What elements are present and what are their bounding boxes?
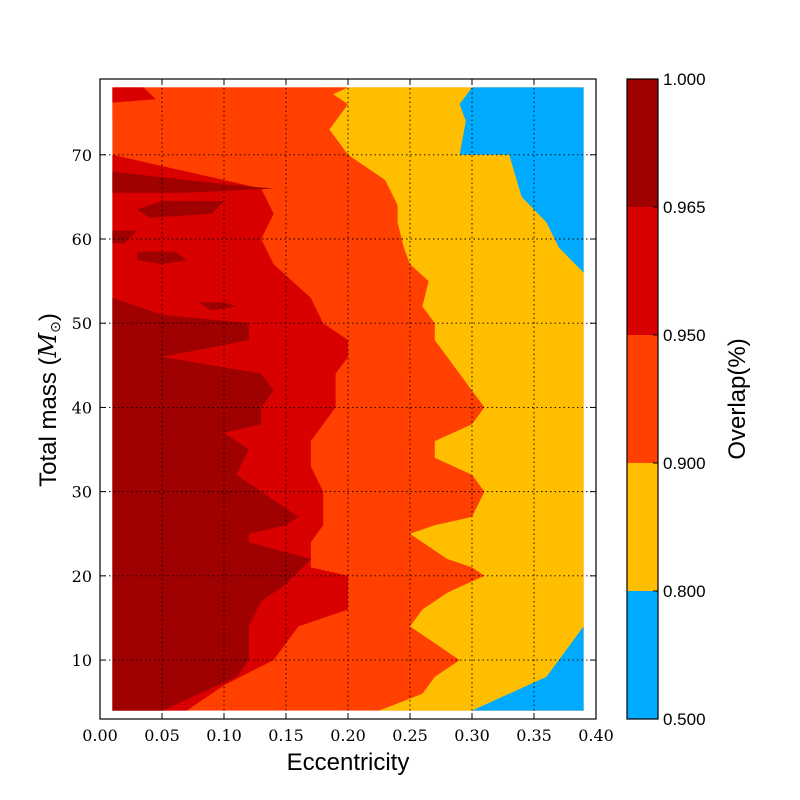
y-tick-label: 60 bbox=[72, 230, 92, 249]
colorbar-tick-label: 0.800 bbox=[663, 582, 706, 601]
y-tick-label: 70 bbox=[72, 146, 92, 165]
x-axis-ticks: 0.00 0.05 0.10 0.15 0.20 0.25 0.30 0.35 0.40 bbox=[82, 79, 614, 745]
colorbar-band-0.95-0.965 bbox=[627, 207, 658, 335]
x-tick-label: 0.15 bbox=[268, 726, 304, 745]
contour-region-dark-island-60 bbox=[112, 230, 138, 244]
x-tick-label: 0.40 bbox=[578, 726, 614, 745]
contour-region-0.965-1.000 bbox=[112, 297, 311, 711]
y-tick-label: 10 bbox=[72, 651, 92, 670]
colorbar-band-0.9-0.95 bbox=[627, 335, 658, 463]
y-axis-title-symbol: M bbox=[34, 331, 62, 358]
colorbar-band-0.965-1 bbox=[627, 79, 658, 207]
colorbar-tick-label: 1.000 bbox=[663, 70, 706, 89]
x-tick-label: 0.30 bbox=[454, 726, 490, 745]
y-tick-label: 30 bbox=[72, 483, 92, 502]
colorbar-tick-label: 0.900 bbox=[663, 454, 706, 473]
x-tick-label: 0.20 bbox=[330, 726, 366, 745]
x-tick-label: 0.10 bbox=[206, 726, 242, 745]
y-axis-title: Total mass (M⊙) bbox=[34, 313, 63, 487]
colorbar-tick-label: 0.950 bbox=[663, 326, 706, 345]
y-axis-title-text: Total mass ( bbox=[35, 357, 62, 486]
x-tick-label: 0.25 bbox=[392, 726, 428, 745]
colorbar-frame bbox=[626, 78, 659, 720]
contour-region-dark-island-58 bbox=[137, 251, 187, 265]
contour-region-0.800-0.900 bbox=[323, 87, 584, 711]
x-axis-title: Eccentricity bbox=[287, 749, 410, 776]
x-tick-label: 0.35 bbox=[516, 726, 552, 745]
contour-region-top-orange bbox=[112, 87, 349, 122]
y-tick-label: 50 bbox=[72, 314, 92, 333]
y-tick-label: 40 bbox=[72, 398, 92, 417]
contour-region-dark-island-63 bbox=[137, 201, 224, 218]
contour-region-dark-streak-67 bbox=[112, 171, 274, 193]
colorbar-band-0.8-0.9 bbox=[627, 463, 658, 591]
y-axis-title-close: ) bbox=[35, 313, 62, 321]
y-tick-label: 20 bbox=[72, 567, 92, 586]
contour-region-dark-island-52 bbox=[199, 302, 237, 311]
colorbar-tick-label: 0.500 bbox=[663, 710, 706, 729]
colorbar-band-0.5-0.8 bbox=[627, 591, 658, 719]
x-tick-label: 0.05 bbox=[144, 726, 180, 745]
colorbar-tick-label: 0.965 bbox=[663, 198, 706, 217]
colorbar: 0.500 0.800 0.900 0.950 0.965 1.000 bbox=[626, 70, 706, 729]
y-axis-ticks: 10 20 30 40 50 60 70 bbox=[72, 146, 596, 670]
y-axis-title-subscript: ⊙ bbox=[47, 321, 63, 333]
contour-region-top-red bbox=[112, 87, 156, 103]
grid-lines bbox=[100, 79, 596, 719]
colorbar-label: Overlap(%) bbox=[724, 338, 751, 459]
x-tick-label: 0.00 bbox=[82, 726, 118, 745]
contour-region-0.500-0.800 bbox=[459, 87, 584, 711]
